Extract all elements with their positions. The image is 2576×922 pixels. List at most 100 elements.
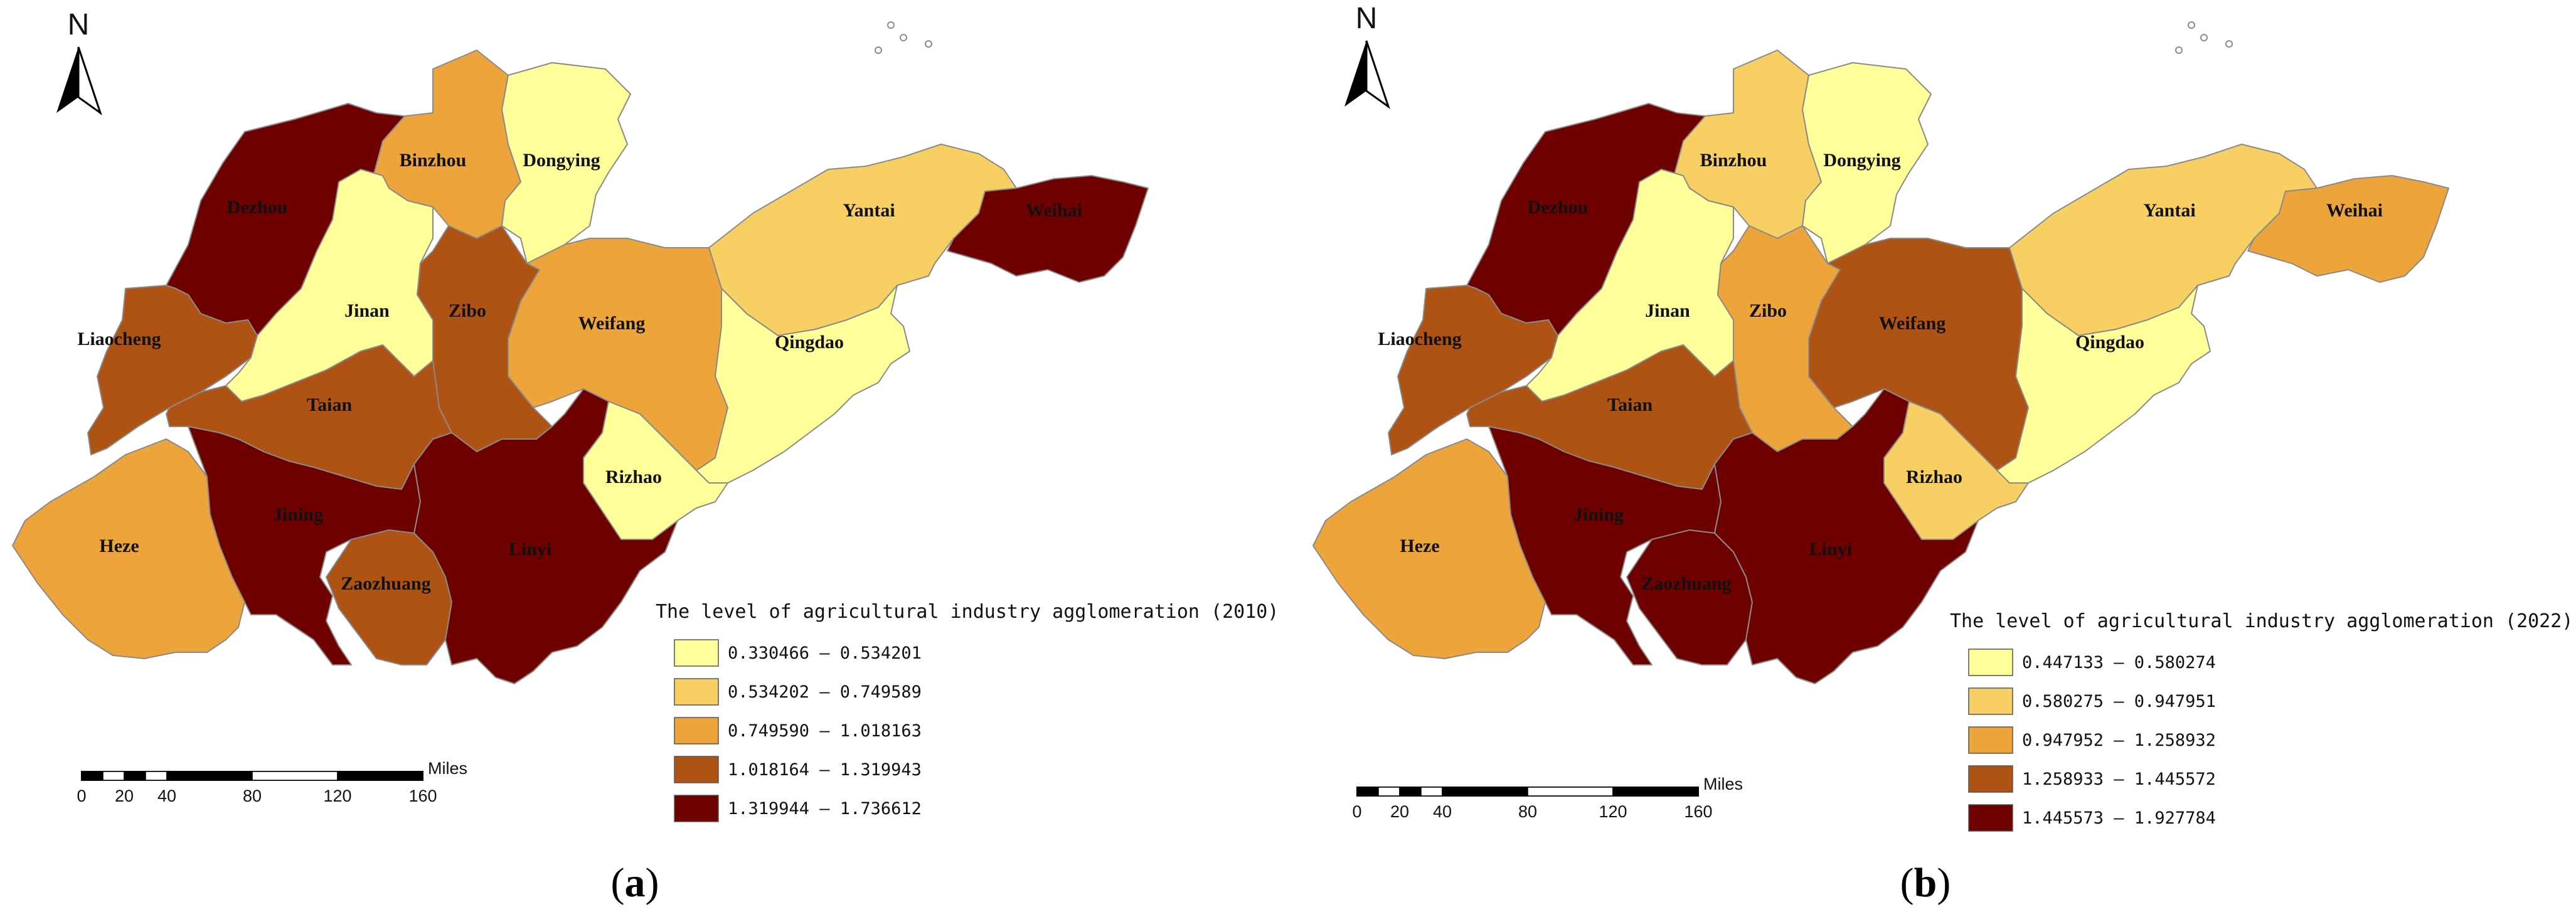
region-label-weihai: Weihai xyxy=(2326,200,2383,221)
scale-bar-b: 0 20 40 80 120 160 Miles xyxy=(1352,775,1743,821)
region-linyi xyxy=(1714,388,1979,684)
island-mark xyxy=(887,21,895,29)
region-label-linyi: Linyi xyxy=(1809,539,1852,559)
region-label-rizhao: Rizhao xyxy=(1906,467,1962,487)
region-rizhao xyxy=(1883,401,2029,540)
island-mark xyxy=(900,34,907,41)
map-regions-a: Dezhou Binzhou Dongying Yantai Weihai Liaoche… xyxy=(12,21,1149,684)
north-arrow-outline xyxy=(1365,40,1390,109)
region-jining xyxy=(1488,426,1722,665)
region-label-zaozhuang: Zaozhuang xyxy=(341,573,430,594)
region-label-weifang: Weifang xyxy=(1879,313,1946,334)
legend-label-5: 1.319944 – 1.736612 xyxy=(728,799,922,819)
scale-unit-label: Miles xyxy=(428,759,467,778)
north-arrow-icon xyxy=(56,47,78,113)
legend-title: The level of agricultural industry agglo… xyxy=(1950,610,2573,632)
region-jining xyxy=(188,426,421,665)
scale-tick-0: 0 xyxy=(77,787,86,805)
region-heze xyxy=(1312,438,1546,659)
island-mark xyxy=(875,46,882,54)
legend-label-1: 0.330466 – 0.534201 xyxy=(728,644,922,663)
scale-tick-20: 20 xyxy=(1390,802,1409,821)
scale-bar-segment xyxy=(252,771,338,781)
region-label-weihai: Weihai xyxy=(1026,200,1082,221)
region-label-dezhou: Dezhou xyxy=(1528,197,1589,218)
region-label-rizhao: Rizhao xyxy=(605,467,662,487)
legend-b: The level of agricultural industry agglo… xyxy=(1950,610,2573,832)
scale-tick-0: 0 xyxy=(1352,802,1361,821)
legend-swatch-4 xyxy=(674,756,719,783)
region-label-qingdao: Qingdao xyxy=(775,332,844,352)
region-weihai xyxy=(947,175,1149,283)
scale-tick-40: 40 xyxy=(1433,802,1452,821)
region-rizhao xyxy=(583,401,728,540)
region-dongying xyxy=(1802,62,1932,264)
region-qingdao xyxy=(696,285,910,484)
scale-tick-160: 160 xyxy=(408,787,437,805)
region-label-binzhou: Binzhou xyxy=(400,150,467,171)
scale-bar-segment xyxy=(1420,787,1443,797)
north-label: N xyxy=(68,8,90,41)
north-arrow-a: N xyxy=(56,8,102,115)
legend-title: The level of agricultural industry agglo… xyxy=(656,601,1279,623)
scale-tick-40: 40 xyxy=(157,787,176,805)
scale-tick-80: 80 xyxy=(243,787,262,805)
legend-swatch-3 xyxy=(674,717,719,744)
region-label-jinan: Jinan xyxy=(1645,300,1690,321)
scale-bar-segment xyxy=(1442,787,1528,797)
scale-tick-120: 120 xyxy=(1599,802,1627,821)
region-label-heze: Heze xyxy=(99,536,139,556)
scale-bar-segment xyxy=(1612,787,1699,797)
scale-tick-80: 80 xyxy=(1518,802,1537,821)
scale-tick-160: 160 xyxy=(1684,802,1712,821)
region-heze xyxy=(12,438,245,659)
region-label-dezhou: Dezhou xyxy=(227,197,288,218)
island-mark xyxy=(925,40,932,48)
legend-swatch-4 xyxy=(1968,765,2013,793)
legend-swatch-5 xyxy=(674,795,719,822)
scale-bar-segment xyxy=(124,771,146,781)
region-label-yantai: Yantai xyxy=(2143,200,2195,221)
legend-swatch-2 xyxy=(1968,687,2013,715)
region-label-weifang: Weifang xyxy=(578,313,646,334)
scale-bar-segment xyxy=(1527,787,1614,797)
legend-swatch-5 xyxy=(1968,804,2013,832)
island-mark xyxy=(2200,34,2208,41)
map-svg-b: Dezhou Binzhou Dongying Yantai Weihai Liaoche… xyxy=(1312,2,2573,832)
region-label-zibo: Zibo xyxy=(449,300,486,321)
caption-a: (a) xyxy=(610,860,659,906)
region-label-binzhou: Binzhou xyxy=(1700,150,1767,171)
caption-letter-a: a xyxy=(624,860,646,906)
scale-bar-segment xyxy=(1356,787,1379,797)
region-label-taian: Taian xyxy=(307,395,353,415)
island-mark xyxy=(2175,46,2183,54)
region-label-liaocheng: Liaocheng xyxy=(1378,329,1461,349)
north-arrow-b: N xyxy=(1344,2,1390,109)
legend-label-4: 1.018164 – 1.319943 xyxy=(728,760,922,780)
scale-tick-20: 20 xyxy=(115,787,134,805)
region-weihai xyxy=(2247,175,2449,283)
scale-tick-120: 120 xyxy=(323,787,351,805)
scale-bar-segment xyxy=(102,771,125,781)
map-panel-b: Dezhou Binzhou Dongying Yantai Weihai Liaoche… xyxy=(1288,0,2576,922)
legend-label-2: 0.534202 – 0.749589 xyxy=(728,682,922,702)
region-label-dongying: Dongying xyxy=(1823,150,1900,171)
region-label-zaozhuang: Zaozhuang xyxy=(1641,573,1731,594)
legend-label-5: 1.445573 – 1.927784 xyxy=(2022,808,2216,828)
map-svg-a: Dezhou Binzhou Dongying Yantai Weihai Liaoche… xyxy=(12,8,1279,822)
map-regions-b: Dezhou Binzhou Dongying Yantai Weihai Liaoche… xyxy=(1312,21,2449,684)
region-label-heze: Heze xyxy=(1400,536,1439,556)
scale-unit-label: Miles xyxy=(1703,775,1743,793)
legend-label-3: 0.947952 – 1.258932 xyxy=(2022,731,2216,750)
region-label-jining: Jining xyxy=(273,504,323,525)
caption-letter-b: b xyxy=(1913,860,1937,906)
region-label-zibo: Zibo xyxy=(1749,300,1787,321)
scale-bar-segment xyxy=(145,771,168,781)
legend-swatch-3 xyxy=(1968,726,2013,754)
legend-label-4: 1.258933 – 1.445572 xyxy=(2022,770,2216,789)
map-panel-a: Dezhou Binzhou Dongying Yantai Weihai Liaoche… xyxy=(12,8,1279,906)
legend-label-1: 0.447133 – 0.580274 xyxy=(2022,653,2216,672)
caption-b: (b) xyxy=(1900,860,1951,906)
scale-bar-segment xyxy=(166,771,253,781)
scale-bar-segment xyxy=(337,771,423,781)
